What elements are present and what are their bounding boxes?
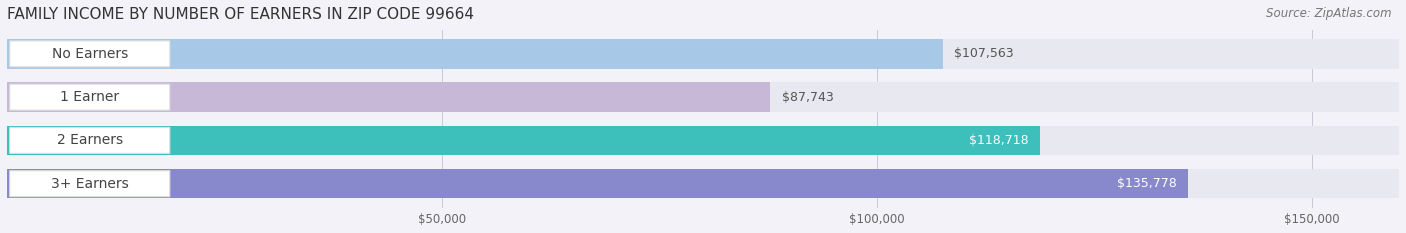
Text: $118,718: $118,718: [969, 134, 1029, 147]
FancyBboxPatch shape: [10, 84, 170, 110]
FancyBboxPatch shape: [10, 171, 170, 197]
Text: FAMILY INCOME BY NUMBER OF EARNERS IN ZIP CODE 99664: FAMILY INCOME BY NUMBER OF EARNERS IN ZI…: [7, 7, 474, 22]
Text: Source: ZipAtlas.com: Source: ZipAtlas.com: [1267, 7, 1392, 20]
Bar: [7, 126, 1040, 155]
Bar: [7, 82, 1399, 112]
Bar: [7, 126, 1399, 155]
Bar: [7, 82, 770, 112]
Text: $107,563: $107,563: [953, 47, 1014, 60]
Text: $135,778: $135,778: [1118, 177, 1177, 190]
Text: $87,743: $87,743: [782, 91, 834, 104]
Bar: [7, 169, 1399, 199]
Bar: [7, 169, 1188, 199]
FancyBboxPatch shape: [10, 127, 170, 153]
Text: 2 Earners: 2 Earners: [56, 134, 122, 147]
Text: 3+ Earners: 3+ Earners: [51, 177, 129, 191]
Bar: [7, 39, 943, 69]
Bar: [7, 39, 1399, 69]
Text: 1 Earner: 1 Earner: [60, 90, 120, 104]
FancyBboxPatch shape: [10, 41, 170, 67]
Text: No Earners: No Earners: [52, 47, 128, 61]
